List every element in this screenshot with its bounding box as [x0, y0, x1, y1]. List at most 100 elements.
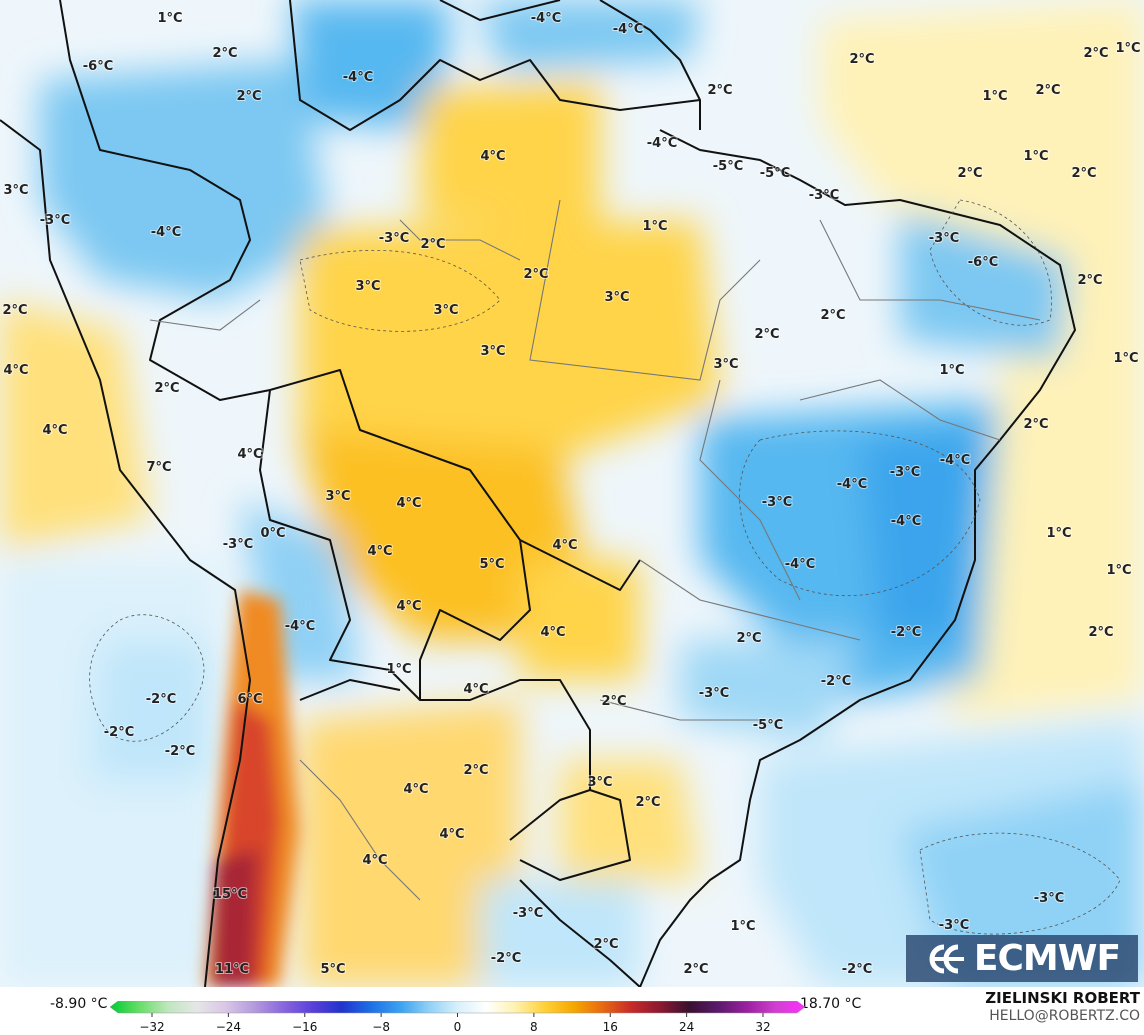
temperature-label: 2°C: [754, 327, 779, 342]
temperature-label: -3°C: [939, 918, 969, 933]
temperature-label: -6°C: [968, 255, 998, 270]
anomaly-fill: [0, 0, 1144, 987]
temperature-label: -2°C: [842, 962, 872, 977]
colorbar-tick-label: −24: [216, 1020, 241, 1034]
temperature-label: 4°C: [367, 544, 392, 559]
temperature-label: -2°C: [146, 692, 176, 707]
temperature-label: 3°C: [604, 290, 629, 305]
temperature-label: 3°C: [587, 775, 612, 790]
temperature-label: 4°C: [552, 538, 577, 553]
colorbar-min-label: -8.90 °C: [50, 996, 108, 1012]
temperature-label: 2°C: [1071, 166, 1096, 181]
temperature-label: 2°C: [154, 381, 179, 396]
temperature-label: 3°C: [3, 183, 28, 198]
ecmwf-logo: ECMWF: [906, 935, 1138, 982]
temperature-label: -4°C: [837, 477, 867, 492]
temperature-label: 1°C: [157, 11, 182, 26]
temperature-label: 5°C: [479, 557, 504, 572]
temperature-labels: 1°C 2°C -6°C -4°C 2°C -4°C -4°C 2°C 2°C 2°C 1°C 1°C…: [1, 10, 1141, 978]
author-credit: ZIELINSKI ROBERT: [985, 989, 1140, 1007]
colorbar: −32 −24 −16 −8 0 8 16 24 32: [110, 1001, 805, 1034]
temperature-label: 2°C: [1088, 625, 1113, 640]
temperature-label: 2°C: [635, 795, 660, 810]
temperature-label: 4°C: [3, 363, 28, 378]
temperature-label: 3°C: [355, 279, 380, 294]
temperature-label: -3°C: [762, 495, 792, 510]
temperature-label: 3°C: [713, 357, 738, 372]
colorbar-ticks: −32 −24 −16 −8 0 8 16 24 32: [139, 1013, 771, 1034]
temperature-label: -3°C: [513, 906, 543, 921]
temperature-label: 0°C: [260, 526, 285, 541]
temperature-label: 4°C: [463, 682, 488, 697]
temperature-label: -2°C: [821, 674, 851, 689]
temperature-label: -3°C: [929, 231, 959, 246]
temperature-label: 4°C: [540, 625, 565, 640]
temperature-label: 2°C: [849, 52, 874, 67]
temperature-label: 2°C: [683, 962, 708, 977]
state-borders: [149, 199, 1041, 901]
temperature-label: -2°C: [165, 744, 195, 759]
temperature-label: 2°C: [1023, 417, 1048, 432]
temperature-label: -4°C: [891, 514, 921, 529]
temperature-label: 5°C: [320, 962, 345, 977]
temperature-label: -5°C: [713, 159, 743, 174]
temperature-label: 4°C: [362, 853, 387, 868]
temperature-label: -4°C: [343, 70, 373, 85]
temperature-label: 4°C: [480, 149, 505, 164]
temperature-label: 4°C: [403, 782, 428, 797]
temperature-label: 2°C: [820, 308, 845, 323]
temperature-label: 1°C: [982, 89, 1007, 104]
temperature-label: -3°C: [890, 465, 920, 480]
temperature-label: -4°C: [285, 619, 315, 634]
temperature-label: 2°C: [707, 83, 732, 98]
temperature-label: -2°C: [104, 725, 134, 740]
temperature-label: -2°C: [491, 951, 521, 966]
temperature-label: 4°C: [396, 599, 421, 614]
temperature-label: 2°C: [1083, 46, 1108, 61]
temperature-label: 3°C: [433, 303, 458, 318]
temperature-label: -3°C: [40, 213, 70, 228]
temperature-label: 1°C: [642, 219, 667, 234]
temperature-label: -5°C: [760, 166, 790, 181]
temperature-label: 4°C: [396, 496, 421, 511]
temperature-label: 4°C: [237, 447, 262, 462]
colorbar-tick-label: 0: [454, 1020, 462, 1034]
temperature-label: -4°C: [940, 453, 970, 468]
temperature-label: -4°C: [151, 225, 181, 240]
temperature-label: -4°C: [531, 11, 561, 26]
temperature-label: 2°C: [463, 763, 488, 778]
colorbar-ramp: [110, 1001, 805, 1014]
temperature-label: 3°C: [325, 489, 350, 504]
colorbar-tick-label: −32: [139, 1020, 164, 1034]
temperature-label: 2°C: [523, 267, 548, 282]
temperature-label: 2°C: [601, 694, 626, 709]
temperature-label: 15°C: [213, 887, 247, 902]
colorbar-max-label: 18.70 °C: [800, 996, 862, 1012]
colorbar-tick-label: 16: [603, 1020, 618, 1034]
andes-warm-anomaly: [205, 590, 300, 987]
colorbar-tick-label: 24: [679, 1020, 694, 1034]
temperature-label: 1°C: [1046, 526, 1071, 541]
temperature-label: 11°C: [215, 962, 249, 977]
temperature-label: 7°C: [146, 460, 171, 475]
temperature-label: -3°C: [1034, 891, 1064, 906]
temperature-anomaly-map: 1°C 2°C -6°C -4°C 2°C -4°C -4°C 2°C 2°C 2°C 1°C 1°C…: [0, 0, 1144, 987]
temperature-label: 1°C: [939, 363, 964, 378]
temperature-label: 4°C: [439, 827, 464, 842]
temperature-label: -2°C: [891, 625, 921, 640]
temperature-label: 2°C: [420, 237, 445, 252]
temperature-label: 3°C: [480, 344, 505, 359]
temperature-label: -5°C: [753, 718, 783, 733]
temperature-label: 2°C: [1077, 273, 1102, 288]
temperature-label: -3°C: [809, 188, 839, 203]
ecmwf-logo-text: ECMWF: [973, 938, 1121, 979]
country-borders: [0, 0, 1076, 987]
temperature-label: -4°C: [613, 22, 643, 37]
temperature-label: 2°C: [212, 46, 237, 61]
temperature-label: 2°C: [593, 937, 618, 952]
temperature-label: 1°C: [386, 662, 411, 677]
colorbar-tick-label: 8: [530, 1020, 538, 1034]
temperature-label: 2°C: [957, 166, 982, 181]
temperature-label: -6°C: [83, 59, 113, 74]
temperature-label: 6°C: [237, 692, 262, 707]
